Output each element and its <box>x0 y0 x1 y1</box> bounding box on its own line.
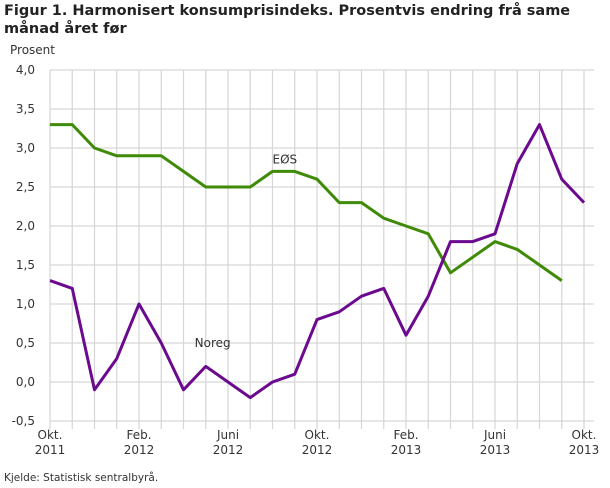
x-tick-label: Juni <box>483 428 506 442</box>
source-note: Kjelde: Statistisk sentralbyrå. <box>4 472 159 484</box>
y-tick-label: 1,5 <box>16 258 35 272</box>
y-tick-label: 2,5 <box>16 180 35 194</box>
x-tick-label: Okt. <box>572 428 597 442</box>
x-tick-label: 2012 <box>124 443 155 457</box>
x-tick-label: Okt. <box>38 428 63 442</box>
x-tick-label: Feb. <box>126 428 151 442</box>
y-tick-label: 3,0 <box>16 141 35 155</box>
x-tick-label: Feb. <box>393 428 418 442</box>
y-tick-label: -0,5 <box>12 414 35 428</box>
x-tick-label: 2013 <box>391 443 422 457</box>
series-label: Noreg <box>195 336 231 350</box>
y-tick-label: 4,0 <box>16 63 35 77</box>
x-tick-label: 2013 <box>480 443 511 457</box>
x-tick-label: 2012 <box>213 443 244 457</box>
y-tick-label: 0,0 <box>16 375 35 389</box>
x-tick-label: Juni <box>216 428 239 442</box>
y-tick-label: 0,5 <box>16 336 35 350</box>
chart-title: Figur 1. Harmonisert konsumprisindeks. P… <box>4 3 571 37</box>
y-tick-label: 3,5 <box>16 102 35 116</box>
y-axis-label: Prosent <box>10 43 55 57</box>
x-tick-label: 2013 <box>569 443 600 457</box>
series-line-eøs <box>50 123 563 282</box>
y-tick-label: 1,0 <box>16 297 35 311</box>
x-tick-label: 2011 <box>35 443 66 457</box>
x-tick-label: Okt. <box>305 428 330 442</box>
x-tick-label: 2012 <box>302 443 333 457</box>
y-tick-label: 2,0 <box>16 219 35 233</box>
series-label: EØS <box>273 153 298 167</box>
